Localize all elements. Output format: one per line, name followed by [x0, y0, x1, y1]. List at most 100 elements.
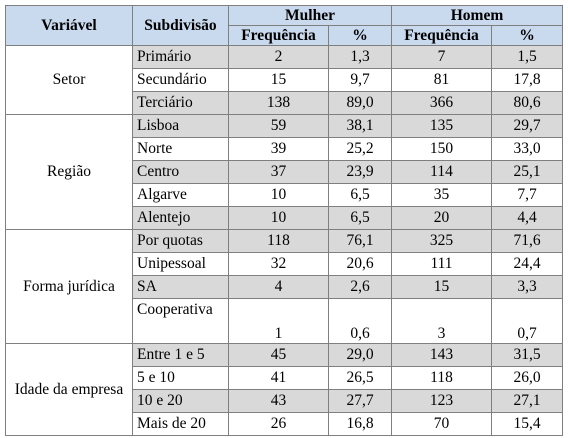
- homem-frequencia-cell: 135: [391, 114, 492, 138]
- mulher-frequencia-cell: 39: [228, 137, 329, 161]
- group-label: Forma jurídica: [5, 229, 133, 344]
- mulher-frequencia-cell: 10: [228, 183, 329, 207]
- homem-percent-cell: 0,7: [490, 298, 564, 344]
- table-row: Centro 37 23,9 114 25,1: [6, 160, 564, 184]
- mulher-frequencia-cell: 2: [228, 45, 329, 69]
- homem-percent-cell: 1,5: [490, 45, 564, 69]
- mulher-frequencia-cell: 4: [228, 275, 329, 299]
- homem-frequencia-cell: 150: [391, 137, 492, 161]
- mulher-percent-cell: 25,2: [328, 137, 392, 161]
- subdivision-cell: Cooperativa: [132, 298, 229, 344]
- homem-frequencia-cell: 3: [391, 298, 492, 344]
- table-row: Alentejo 10 6,5 20 4,4: [6, 206, 564, 230]
- mulher-percent-cell: 0,6: [328, 298, 392, 344]
- mulher-percent-cell: 9,7: [328, 68, 392, 92]
- mulher-frequencia-cell: 32: [228, 252, 329, 276]
- mulher-frequencia-cell: 43: [228, 389, 329, 413]
- subdivision-cell: Centro: [132, 160, 229, 184]
- homem-percent-cell: 25,1: [490, 160, 564, 184]
- mulher-frequencia-cell: 118: [228, 229, 329, 253]
- header-homem-percent: %: [490, 25, 564, 46]
- subdivision-cell: Secundário: [132, 68, 229, 92]
- group-label: Região: [5, 114, 133, 230]
- homem-percent-cell: 17,8: [490, 68, 564, 92]
- mulher-percent-cell: 89,0: [328, 91, 392, 115]
- subdivision-cell: Lisboa: [132, 114, 229, 138]
- homem-frequencia-cell: 111: [391, 252, 492, 276]
- header-subdivisao: Subdivisão: [132, 5, 229, 46]
- table-row: Setor Primário 2 1,3 7 1,5: [5, 45, 564, 115]
- homem-percent-cell: 15,4: [490, 412, 564, 436]
- mulher-percent-cell: 26,5: [328, 366, 392, 390]
- subdivision-cell: Norte: [132, 137, 229, 161]
- mulher-percent-cell: 38,1: [328, 114, 392, 138]
- table-header: Variável Subdivisão Mulher Homem Frequên…: [5, 5, 564, 46]
- homem-percent-cell: 7,7: [490, 183, 564, 207]
- mulher-frequencia-cell: 15: [228, 68, 329, 92]
- homem-frequencia-cell: 7: [391, 45, 492, 69]
- mulher-percent-cell: 6,5: [328, 206, 392, 230]
- mulher-percent-cell: 2,6: [328, 275, 392, 299]
- header-mulher: Mulher: [228, 5, 392, 26]
- table-row: Mais de 20 26 16,8 70 15,4: [6, 412, 564, 436]
- homem-frequencia-cell: 143: [391, 343, 492, 367]
- table-row: Terciário 138 89,0 366 80,6: [6, 91, 564, 115]
- mulher-frequencia-cell: 26: [228, 412, 329, 436]
- mulher-percent-cell: 20,6: [328, 252, 392, 276]
- homem-percent-cell: 33,0: [490, 137, 564, 161]
- subdivision-cell: 5 e 10: [132, 366, 229, 390]
- subdivision-cell: Primário: [132, 45, 229, 69]
- header-mulher-frequencia: Frequência: [228, 25, 329, 46]
- subdivision-cell: Por quotas: [132, 229, 229, 253]
- table-row: Região Lisboa 59 38,1 135 29,7: [5, 114, 564, 230]
- subdivision-cell: Terciário: [132, 91, 229, 115]
- subdivision-cell: Algarve: [132, 183, 229, 207]
- subdivision-cell: 10 e 20: [132, 389, 229, 413]
- mulher-frequencia-cell: 1: [228, 298, 329, 344]
- homem-percent-cell: 4,4: [490, 206, 564, 230]
- homem-frequencia-cell: 123: [391, 389, 492, 413]
- homem-percent-cell: 71,6: [490, 229, 564, 253]
- homem-frequencia-cell: 81: [391, 68, 492, 92]
- mulher-percent-cell: 23,9: [328, 160, 392, 184]
- homem-percent-cell: 3,3: [490, 275, 564, 299]
- homem-frequencia-cell: 114: [391, 160, 492, 184]
- table-row: Secundário 15 9,7 81 17,8: [6, 68, 564, 92]
- header-homem-frequencia: Frequência: [391, 25, 492, 46]
- homem-frequencia-cell: 366: [391, 91, 492, 115]
- group-label: Idade da empresa: [5, 343, 133, 436]
- mulher-frequencia-cell: 138: [228, 91, 329, 115]
- homem-frequencia-cell: 325: [391, 229, 492, 253]
- table-row: Forma jurídica Por quotas 118 76,1 325 71,6: [5, 229, 564, 344]
- header-mulher-percent: %: [328, 25, 392, 46]
- subdivision-cell: SA: [132, 275, 229, 299]
- subdivision-cell: Mais de 20: [132, 412, 229, 436]
- table-row: SA 4 2,6 15 3,3: [6, 275, 564, 299]
- mulher-frequencia-cell: 59: [228, 114, 329, 138]
- homem-frequencia-cell: 118: [391, 366, 492, 390]
- mulher-frequencia-cell: 10: [228, 206, 329, 230]
- table-row: Norte 39 25,2 150 33,0: [6, 137, 564, 161]
- table-row: Unipessoal 32 20,6 111 24,4: [6, 252, 564, 276]
- homem-frequencia-cell: 35: [391, 183, 492, 207]
- mulher-percent-cell: 16,8: [328, 412, 392, 436]
- table-row: Idade da empresa Entre 1 e 5 45 29,0 143 31,5: [5, 343, 564, 436]
- mulher-percent-cell: 6,5: [328, 183, 392, 207]
- homem-frequencia-cell: 15: [391, 275, 492, 299]
- homem-percent-cell: 29,7: [490, 114, 564, 138]
- homem-percent-cell: 31,5: [490, 343, 564, 367]
- homem-percent-cell: 26,0: [490, 366, 564, 390]
- mulher-frequencia-cell: 45: [228, 343, 329, 367]
- table-row: 10 e 20 43 27,7 123 27,1: [6, 389, 564, 413]
- mulher-frequencia-cell: 37: [228, 160, 329, 184]
- mulher-frequencia-cell: 41: [228, 366, 329, 390]
- homem-percent-cell: 27,1: [490, 389, 564, 413]
- homem-percent-cell: 80,6: [490, 91, 564, 115]
- mulher-percent-cell: 76,1: [328, 229, 392, 253]
- mulher-percent-cell: 1,3: [328, 45, 392, 69]
- homem-percent-cell: 24,4: [490, 252, 564, 276]
- header-variavel: Variável: [5, 5, 133, 46]
- mulher-percent-cell: 29,0: [328, 343, 392, 367]
- mulher-percent-cell: 27,7: [328, 389, 392, 413]
- homem-frequencia-cell: 70: [391, 412, 492, 436]
